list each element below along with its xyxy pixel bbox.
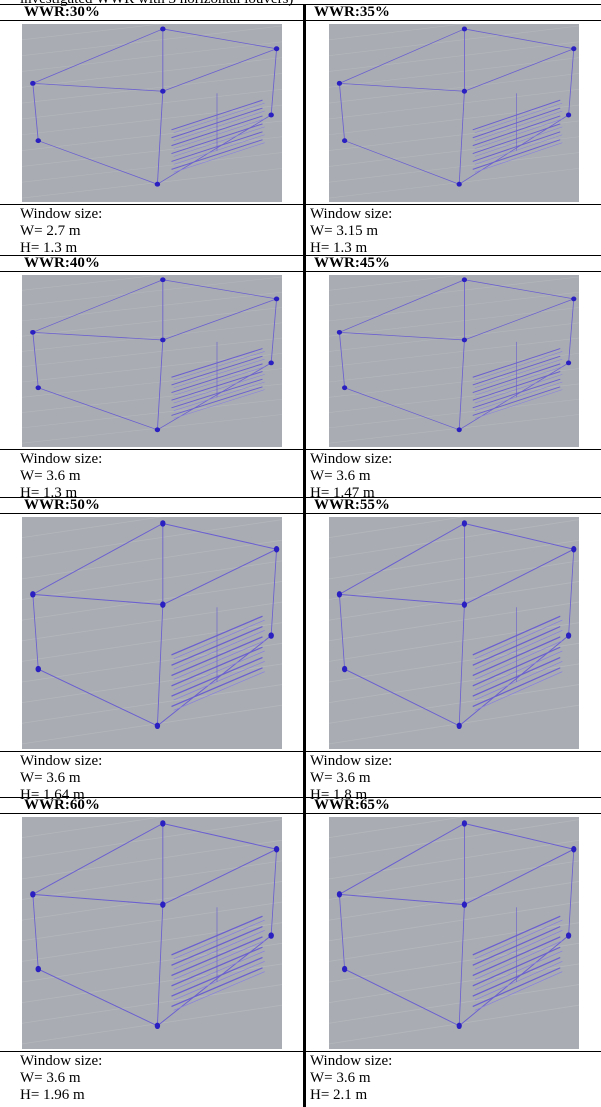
model-render bbox=[22, 24, 282, 202]
window-label: Window size: bbox=[20, 451, 103, 467]
row-rule bbox=[0, 204, 601, 205]
window-label: Window size: bbox=[310, 753, 393, 769]
cell-header: WWR:45% bbox=[314, 255, 390, 271]
cell-header: WWR:50% bbox=[24, 497, 100, 513]
cell-header: WWR:40% bbox=[24, 255, 100, 271]
row-rule bbox=[0, 513, 601, 514]
cell-header: WWR:35% bbox=[314, 4, 390, 20]
model-render bbox=[22, 817, 282, 1049]
row-rule bbox=[0, 20, 601, 21]
window-height: H= 1.96 m bbox=[20, 1087, 85, 1103]
window-label: Window size: bbox=[310, 206, 393, 222]
row-rule bbox=[0, 497, 601, 498]
cell-header: WWR:60% bbox=[24, 797, 100, 813]
column-divider bbox=[303, 4, 306, 1107]
window-label: Window size: bbox=[20, 206, 103, 222]
window-height: H= 2.1 m bbox=[310, 1087, 368, 1103]
row-rule bbox=[0, 1051, 601, 1052]
model-render bbox=[329, 517, 579, 749]
row-rule bbox=[0, 813, 601, 814]
cell-header: WWR:30% bbox=[24, 4, 100, 20]
row-rule bbox=[0, 4, 601, 5]
model-render bbox=[329, 24, 579, 202]
window-width: W= 3.15 m bbox=[310, 223, 379, 239]
window-width: W= 3.6 m bbox=[310, 1070, 371, 1086]
window-height: H= 1.3 m bbox=[20, 240, 78, 256]
window-label: Window size: bbox=[20, 1053, 103, 1069]
window-height: H= 1.64 m bbox=[20, 787, 85, 803]
model-render bbox=[22, 275, 282, 447]
row-rule bbox=[0, 271, 601, 272]
row-rule bbox=[0, 797, 601, 798]
window-label: Window size: bbox=[310, 1053, 393, 1069]
model-render bbox=[22, 517, 282, 749]
window-width: W= 3.6 m bbox=[310, 468, 371, 484]
caption: investigated WWR with 3 horizontal louve… bbox=[20, 0, 293, 8]
window-width: W= 3.6 m bbox=[310, 770, 371, 786]
row-rule bbox=[0, 751, 601, 752]
window-width: W= 3.6 m bbox=[20, 770, 81, 786]
model-render bbox=[329, 817, 579, 1049]
window-height: H= 1.3 m bbox=[310, 240, 368, 256]
row-rule bbox=[0, 255, 601, 256]
window-width: W= 2.7 m bbox=[20, 223, 81, 239]
window-height: H= 1.8 m bbox=[310, 787, 368, 803]
window-label: Window size: bbox=[20, 753, 103, 769]
cell-header: WWR:65% bbox=[314, 797, 390, 813]
window-label: Window size: bbox=[310, 451, 393, 467]
row-rule bbox=[0, 449, 601, 450]
window-width: W= 3.6 m bbox=[20, 468, 81, 484]
model-render bbox=[329, 275, 579, 447]
window-width: W= 3.6 m bbox=[20, 1070, 81, 1086]
cell-header: WWR:55% bbox=[314, 497, 390, 513]
